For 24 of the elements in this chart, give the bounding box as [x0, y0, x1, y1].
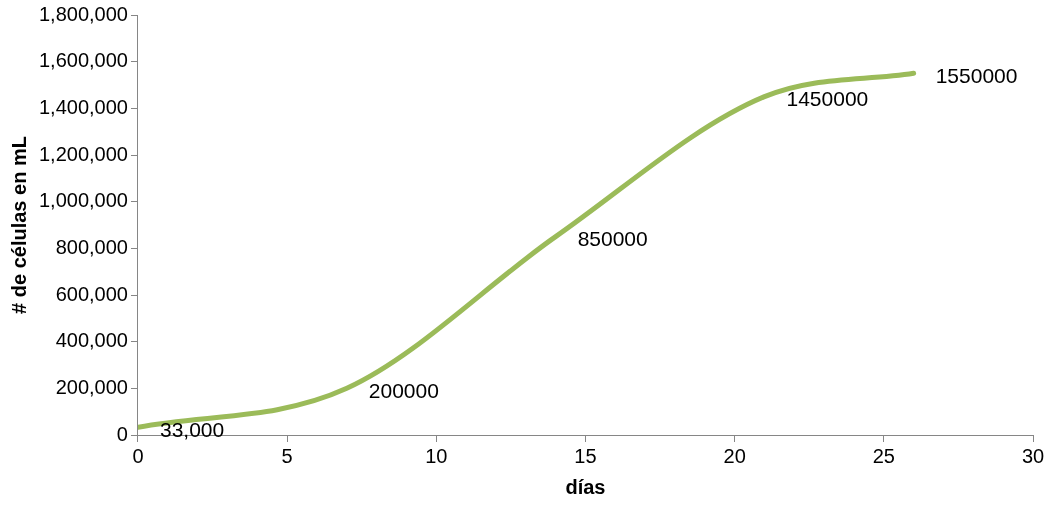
data-label: 1550000: [935, 64, 1018, 88]
data-label: 33,000: [159, 418, 225, 442]
x-axis-title: días: [565, 475, 606, 498]
y-tick-label: 400,000: [55, 329, 128, 352]
y-tick-label: 1,600,000: [38, 49, 128, 72]
y-axis-title: # de células en mL: [7, 136, 30, 314]
x-tick-label: 0: [132, 444, 144, 467]
x-tick-label: 5: [281, 444, 293, 467]
data-label: 850000: [577, 227, 648, 251]
y-tick-label: 1,000,000: [38, 189, 128, 212]
y-tick-label: 1,400,000: [38, 95, 128, 118]
data-label: 200000: [368, 379, 439, 403]
y-tick-label: 1,200,000: [38, 142, 128, 165]
x-tick-label: 10: [425, 444, 448, 467]
x-tick-label: 30: [1021, 444, 1045, 467]
y-tick-label: 600,000: [55, 282, 128, 305]
x-tick-label: 20: [723, 444, 746, 467]
data-label: 1450000: [786, 87, 869, 111]
x-tick-label: 25: [872, 444, 895, 467]
y-tick-label: 0: [116, 422, 128, 445]
x-tick-label: 15: [574, 444, 597, 467]
y-tick-label: 800,000: [55, 235, 128, 258]
y-tick-label: 200,000: [55, 375, 128, 398]
y-tick-label: 1,800,000: [38, 2, 128, 25]
